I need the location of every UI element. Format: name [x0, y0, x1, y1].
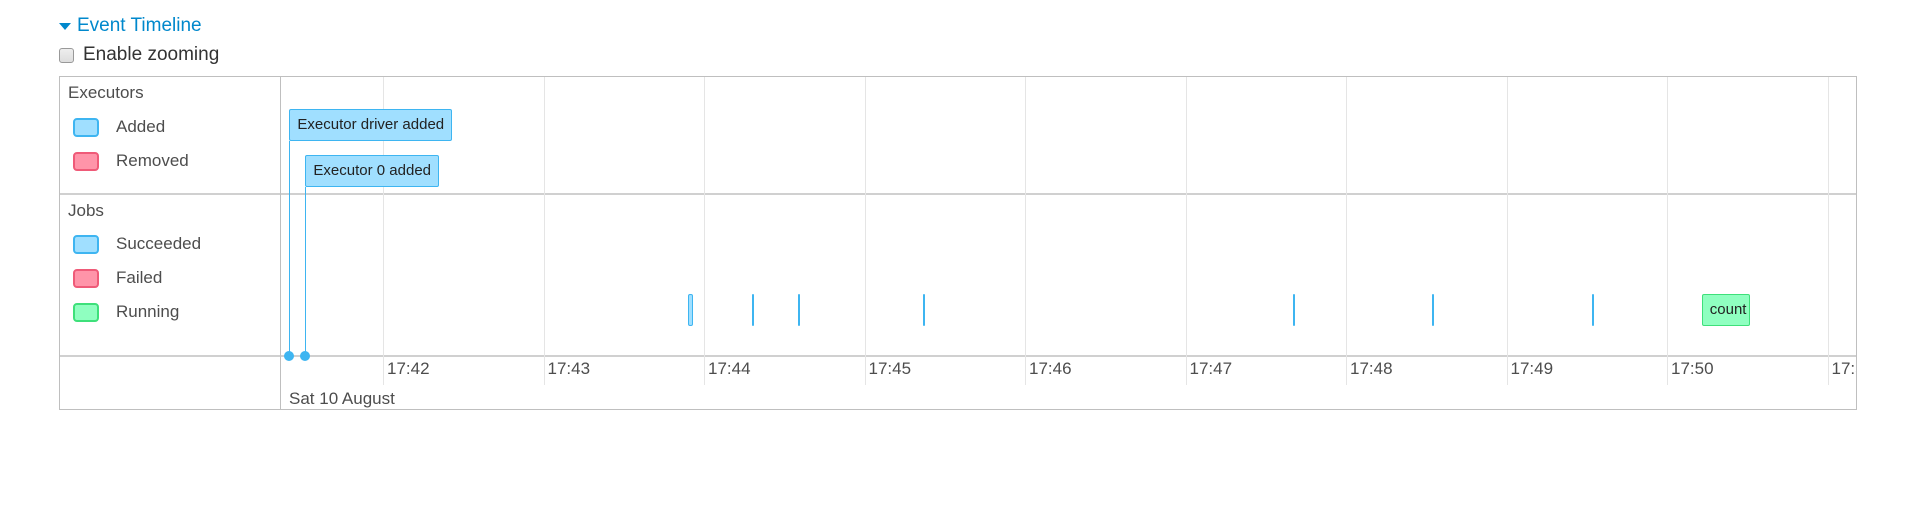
- legend-swatch-removed: [73, 151, 99, 171]
- gridline: [1667, 77, 1668, 385]
- enable-zooming-control[interactable]: Enable zooming: [59, 44, 219, 66]
- job-succeeded[interactable]: [923, 294, 926, 326]
- axis-tick-label: 17:49: [1510, 359, 1554, 378]
- job-succeeded[interactable]: [752, 294, 755, 326]
- legend-added: Added: [73, 117, 165, 137]
- legend-failed: Failed: [73, 268, 162, 288]
- axis-tick-label: 17:43: [547, 359, 591, 378]
- gridline: [704, 77, 705, 385]
- legend-label: Removed: [116, 151, 189, 170]
- group-label-executors: Executors: [68, 83, 144, 102]
- timeline-chart[interactable]: Executors Added Removed Jobs Succeeded F…: [59, 76, 1857, 410]
- job-succeeded[interactable]: [1592, 294, 1595, 326]
- legend-swatch-failed: [73, 268, 99, 288]
- group-divider: [60, 193, 1856, 195]
- job-running[interactable]: count: [1701, 294, 1750, 326]
- legend-removed: Removed: [73, 151, 189, 171]
- legend-label: Failed: [116, 268, 163, 287]
- axis-line: [60, 355, 1856, 357]
- job-succeeded[interactable]: [797, 294, 800, 326]
- event-line: [289, 141, 291, 355]
- axis-tick-label: 17:46: [1029, 359, 1072, 378]
- axis-tick-label: 17:45: [868, 359, 912, 378]
- legend-label: Added: [116, 117, 166, 136]
- legend-swatch-running: [73, 302, 99, 322]
- executor-event[interactable]: Executor 0 added: [305, 155, 440, 187]
- axis-tick-label: 17:50: [1671, 359, 1714, 378]
- event-timeline-toggle[interactable]: Event Timeline: [59, 15, 202, 37]
- event-line: [305, 187, 307, 355]
- executor-event[interactable]: Executor driver added: [289, 109, 453, 141]
- label-column-divider: [280, 77, 281, 409]
- gridline: [383, 77, 384, 385]
- event-dot[interactable]: [284, 351, 295, 361]
- job-succeeded[interactable]: [687, 294, 694, 326]
- axis-tick-label: 17:51: [1831, 359, 1857, 378]
- group-label-jobs: Jobs: [68, 201, 104, 220]
- job-succeeded[interactable]: [1292, 294, 1296, 326]
- gridline: [543, 77, 545, 385]
- legend-swatch-succeeded: [73, 234, 99, 254]
- legend-label: Running: [116, 302, 180, 321]
- axis-tick-label: 17:47: [1189, 359, 1233, 378]
- job-succeeded[interactable]: [1431, 294, 1434, 326]
- gridline: [1827, 77, 1829, 385]
- enable-zooming-checkbox[interactable]: [59, 47, 74, 63]
- axis-tick-label: 17:42: [387, 359, 430, 378]
- gridline: [1025, 77, 1026, 385]
- axis-tick-label: 17:44: [708, 359, 751, 378]
- gridline: [1506, 77, 1508, 385]
- enable-zooming-label: Enable zooming: [83, 44, 220, 65]
- axis-tick-label: 17:48: [1350, 359, 1393, 378]
- event-dot[interactable]: [300, 351, 311, 361]
- caret-down-icon: [59, 22, 71, 30]
- axis-date-label: Sat 10 August: [289, 389, 395, 408]
- gridline: [864, 77, 866, 385]
- legend-label: Succeeded: [116, 234, 202, 253]
- section-title: Event Timeline: [77, 15, 202, 36]
- legend-running: Running: [73, 302, 179, 322]
- legend-swatch-added: [73, 117, 99, 137]
- legend-succeeded: Succeeded: [73, 234, 201, 254]
- gridline: [1346, 77, 1347, 385]
- gridline: [1185, 77, 1187, 385]
